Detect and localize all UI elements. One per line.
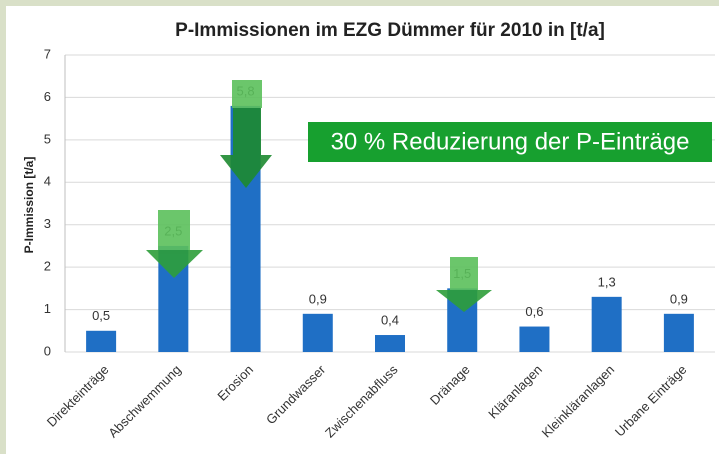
page: {"chart_data": {"type": "bar", "title": …	[0, 0, 719, 454]
value-label: 0,6	[525, 304, 543, 319]
value-label: 0,4	[381, 312, 399, 327]
bar	[303, 314, 333, 352]
value-label: 0,9	[309, 291, 327, 306]
y-tick-label: 0	[44, 343, 51, 358]
arrow-box	[450, 257, 478, 292]
y-tick-label: 4	[44, 174, 51, 189]
y-tick-label: 3	[44, 216, 51, 231]
chart: P-Immissionen im EZG Dümmer für 2010 in …	[0, 0, 719, 454]
y-tick-label: 2	[44, 259, 51, 274]
y-tick-label: 5	[44, 131, 51, 146]
chart-background	[6, 6, 719, 454]
arrow-box	[158, 210, 190, 250]
bar	[592, 297, 622, 352]
bar	[86, 331, 116, 352]
value-label: 1,3	[598, 274, 616, 289]
arrow-shaft	[233, 108, 261, 158]
bar	[375, 335, 405, 352]
y-tick-label: 6	[44, 89, 51, 104]
annotation: 30 % Reduzierung der P-Einträge	[331, 128, 690, 155]
value-label: 0,9	[670, 291, 688, 306]
y-tick-label: 7	[44, 46, 51, 61]
bar	[519, 327, 549, 352]
y-axis-label: P-Immission [t/a]	[22, 157, 36, 254]
value-label: 0,5	[92, 308, 110, 323]
y-tick-label: 1	[44, 301, 51, 316]
arrow-box	[232, 80, 262, 108]
chart-title: P-Immissionen im EZG Dümmer für 2010 in …	[175, 20, 605, 41]
bar	[664, 314, 694, 352]
